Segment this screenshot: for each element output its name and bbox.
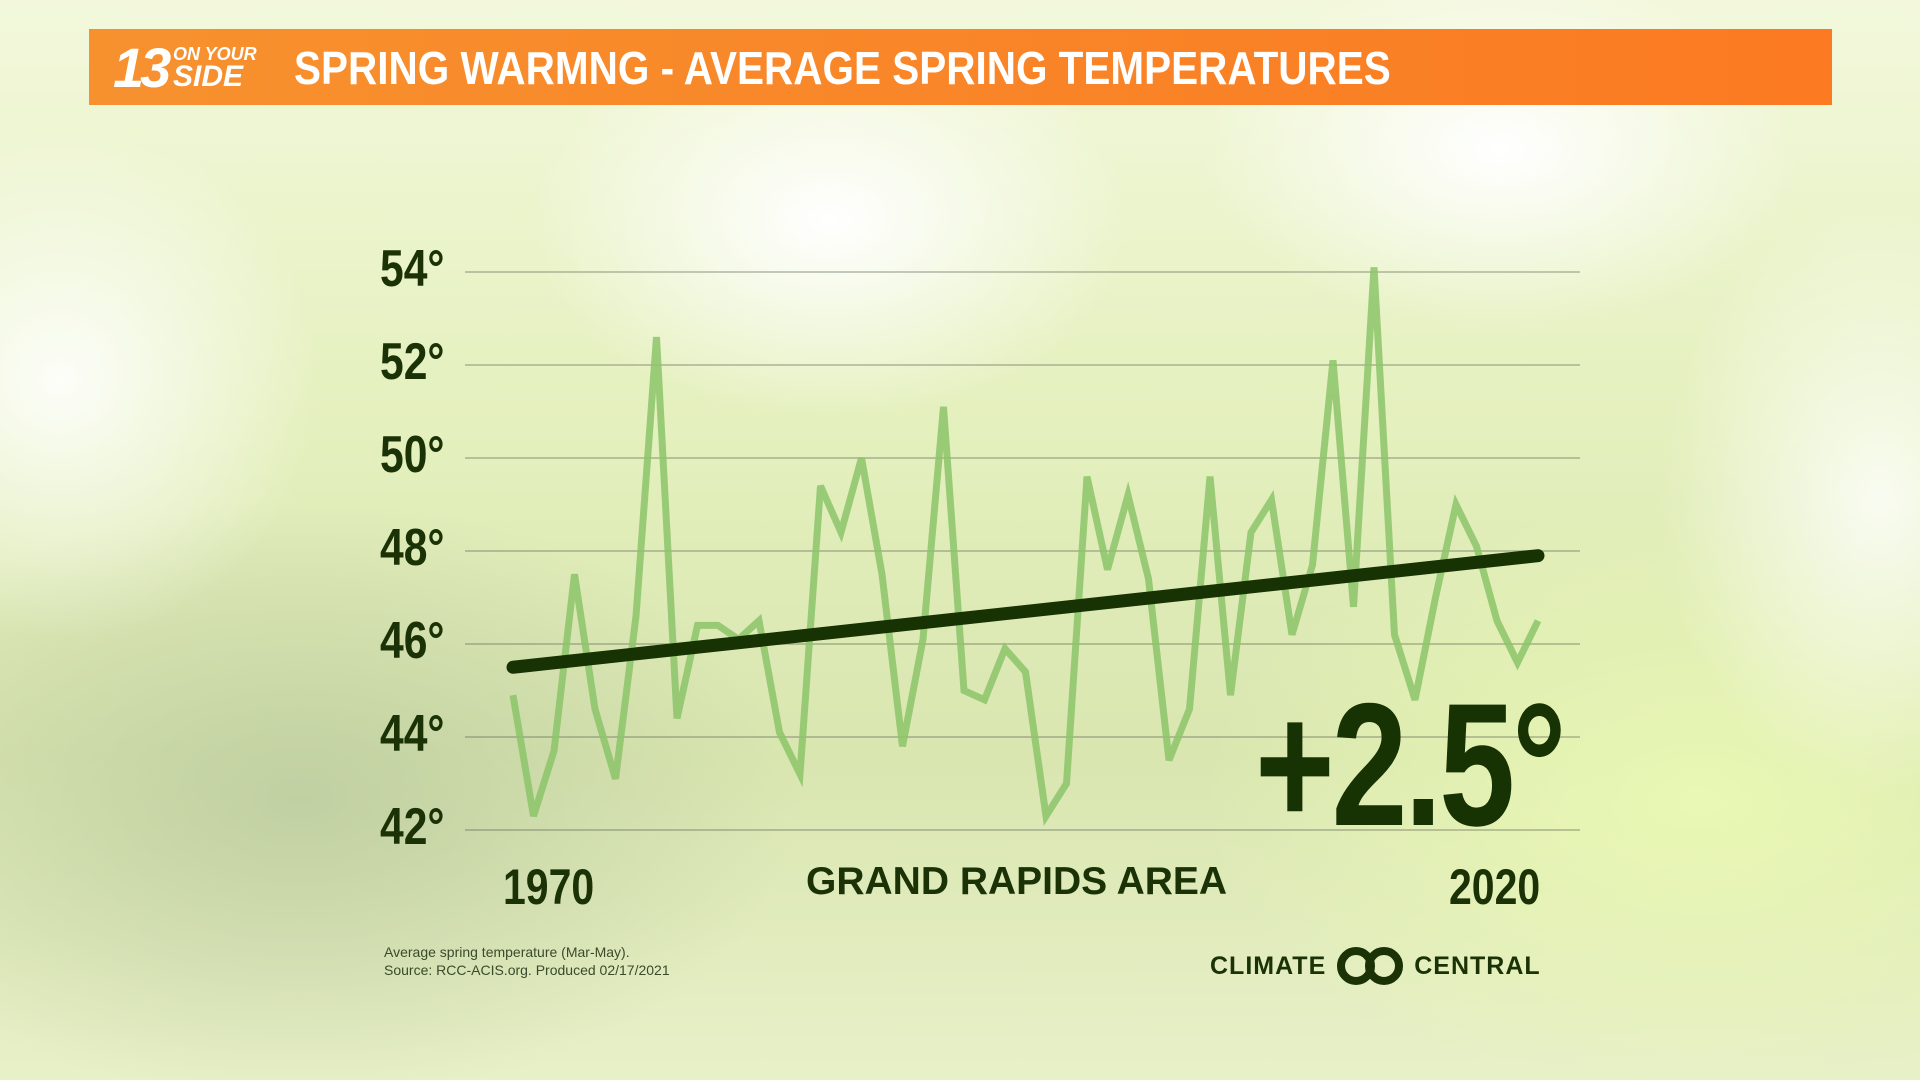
y-tick-label: 44° <box>380 705 445 763</box>
y-tick-label: 46° <box>380 612 445 670</box>
y-tick-label: 50° <box>380 426 445 484</box>
climate-central-logo: CLIMATE CENTRAL <box>1210 946 1541 986</box>
station-logo: 13 ON YOUR SIDE <box>113 36 257 99</box>
footnote-line: Source: RCC-ACIS.org. Produced 02/17/202… <box>384 962 670 978</box>
credit-left: CLIMATE <box>1210 951 1327 980</box>
change-annotation: +2.5° <box>1255 668 1567 863</box>
title-banner: 13 ON YOUR SIDE SPRING WARMNG - AVERAGE SP… <box>89 29 1832 105</box>
x-tick-label: 2020 <box>1449 859 1541 915</box>
trend-line <box>506 549 1545 674</box>
climate-central-rings-icon <box>1337 947 1404 985</box>
footnote: Average spring temperature (Mar-May). So… <box>384 943 670 979</box>
x-axis-label: GRAND RAPIDS AREA <box>806 860 1228 903</box>
footnote-line: Average spring temperature (Mar-May). <box>384 944 630 960</box>
y-tick-label: 54° <box>380 240 445 298</box>
y-tick-label: 52° <box>380 333 445 391</box>
credit-right: CENTRAL <box>1414 951 1541 980</box>
y-tick-label: 48° <box>380 519 445 577</box>
x-tick-label: 1970 <box>503 859 595 915</box>
y-tick-label: 42° <box>380 798 445 856</box>
chart-title: SPRING WARMNG - AVERAGE SPRING TEMPERATU… <box>294 42 1391 94</box>
